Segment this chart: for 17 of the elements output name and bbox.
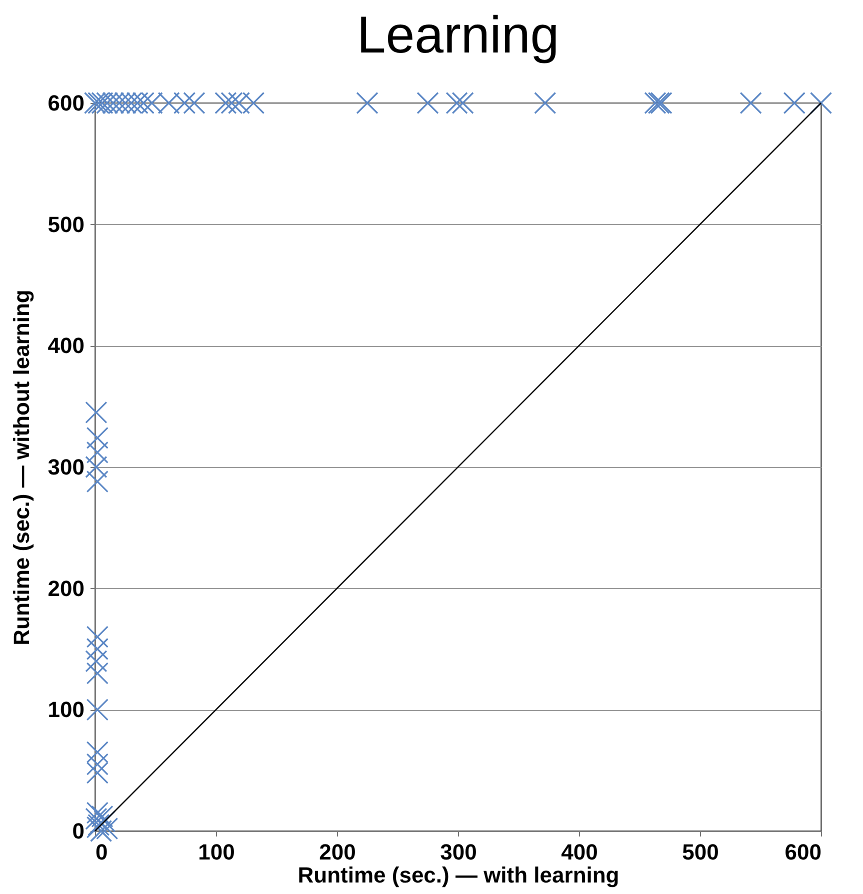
y-tick-label: 100 bbox=[48, 697, 84, 722]
x-axis-title: Runtime (sec.) — with learning bbox=[298, 862, 620, 888]
x-tick-label: 200 bbox=[319, 840, 356, 864]
x-tick-label: 300 bbox=[440, 840, 477, 864]
y-tick-label: 300 bbox=[48, 454, 84, 480]
y-tick-label: 0 bbox=[72, 818, 84, 844]
y-axis-title: Runtime (sec.) — without learning bbox=[8, 290, 34, 646]
x-tick-label: 100 bbox=[198, 840, 235, 864]
x-tick-label: 400 bbox=[561, 840, 598, 864]
chart-title: Learning bbox=[356, 6, 560, 65]
x-tick-label: 0 bbox=[96, 840, 108, 864]
y-tick-label: 200 bbox=[48, 576, 84, 601]
y-tick-label: 500 bbox=[48, 212, 84, 237]
y-tick-label: 600 bbox=[48, 90, 84, 116]
x-tick-label: 600 bbox=[784, 840, 822, 864]
x-tick-label: 500 bbox=[682, 840, 719, 864]
y-tick-label: 400 bbox=[48, 333, 84, 358]
